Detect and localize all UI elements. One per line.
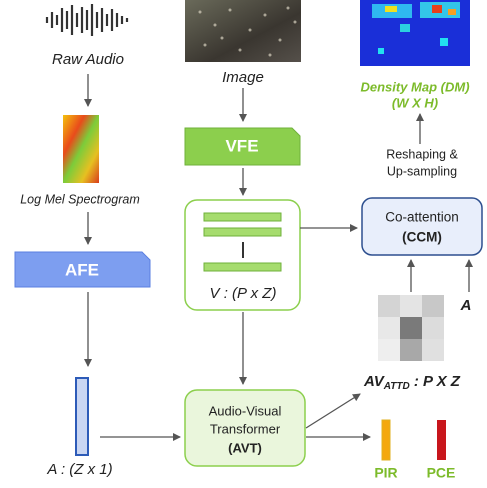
waveform-icon [45, 4, 129, 36]
output-label: PIR [374, 465, 397, 481]
coattention-short: (CCM) [402, 230, 442, 245]
afe-label: AFE [65, 260, 99, 279]
output-label: PCE [427, 465, 456, 481]
embedding-row [203, 227, 282, 237]
attention-output-suffix: : P X Z [410, 373, 461, 390]
embedding-row [203, 212, 282, 222]
attention-output-label: AVATTD : P X Z [363, 373, 461, 392]
afe-block [14, 251, 151, 288]
upsampling-line1: Reshaping & [386, 147, 458, 161]
attention-output-main: AV [363, 373, 386, 390]
embedding-row [203, 262, 282, 272]
coattention-input-label: A [460, 297, 472, 314]
spectrogram-label: Log Mel Spectrogram [20, 192, 140, 206]
coattention-box [361, 197, 483, 256]
avt-line1: Audio-Visual [209, 403, 282, 418]
avt-box [184, 389, 306, 467]
crowd-dots [198, 6, 297, 57]
coattention-line1: Co-attention [385, 210, 459, 225]
attention-matrix [378, 295, 444, 361]
pce-bar [437, 420, 446, 460]
attention-output-subscript: ATTD [383, 381, 410, 392]
density-map-label: Density Map (DM) [360, 79, 469, 94]
avt-short: (AVT) [228, 440, 262, 455]
visual-embedding-label: V : (P x Z) [210, 285, 277, 302]
crowd-image [185, 0, 301, 62]
audio-embedding-label: A : (Z x 1) [46, 461, 112, 478]
spectrogram-image [63, 115, 99, 183]
avt-line2: Transformer [210, 421, 281, 436]
arrow [305, 393, 361, 429]
vfe-label: VFE [225, 136, 258, 155]
upsampling-line2: Up-sampling [387, 164, 457, 178]
density-map-size: (W X H) [392, 95, 438, 110]
vfe-block [184, 127, 301, 166]
image-label: Image [222, 69, 264, 86]
density-map-hotspots [372, 2, 460, 54]
raw-audio-label: Raw Audio [52, 51, 124, 68]
audio-embedding-bar [75, 377, 89, 456]
pir-bar [381, 419, 391, 461]
